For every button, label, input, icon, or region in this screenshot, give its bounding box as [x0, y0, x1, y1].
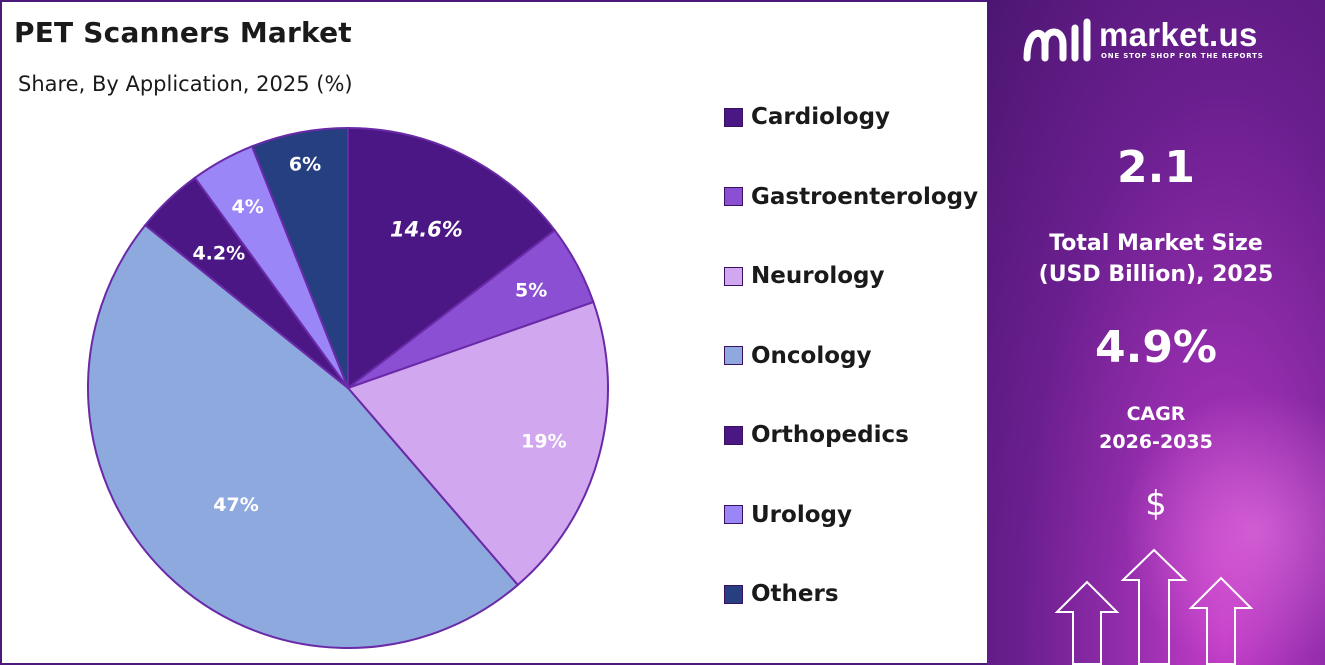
legend-swatch — [724, 425, 743, 445]
legend-label: Urology — [751, 501, 852, 528]
dollar-icon: $ — [1145, 484, 1167, 524]
legend-item-others: Others — [724, 577, 994, 611]
legend-label: Others — [751, 581, 839, 607]
data-label-oncology: 47% — [213, 494, 258, 516]
brand-logo: market.us — [1023, 18, 1258, 62]
brand-name: market.us — [1099, 16, 1258, 53]
legend-label: Oncology — [751, 342, 872, 369]
legend-swatch — [724, 107, 743, 127]
pie-slice-oncology — [87, 223, 520, 650]
market-us-logo-icon — [1023, 18, 1091, 62]
data-label-gastroenterology: 5% — [515, 279, 547, 301]
data-label-urology: 4% — [231, 196, 263, 218]
pie-chart: 14.6% 5% 19% 47% 4.2% 4% 6% — [87, 126, 609, 650]
legend-label: Gastroenterology — [751, 183, 979, 210]
market-size-value: 2.1 — [1117, 142, 1195, 193]
pie-slice-others — [250, 126, 349, 389]
cagr-label-line1: CAGR — [1126, 403, 1186, 425]
cagr-label-line2: 2026-2035 — [1099, 431, 1213, 453]
data-label-neurology: 19% — [521, 430, 566, 452]
growth-arrows-icon — [1054, 548, 1254, 665]
legend-label: Orthopedics — [751, 422, 909, 448]
legend-item-urology: Urology — [724, 498, 994, 532]
data-label-orthopedics: 4.2% — [192, 243, 245, 265]
chart-subtitle: Share, By Application, 2025 (%) — [18, 72, 353, 96]
brand-tagline: ONE STOP SHOP FOR THE REPORTS — [1101, 52, 1264, 60]
legend-swatch — [724, 584, 743, 604]
chart-panel: PET Scanners Market Share, By Applicatio… — [0, 0, 987, 665]
legend-label: Neurology — [751, 263, 885, 289]
pie-slice-cardiology — [347, 126, 557, 391]
legend-item-oncology: Oncology — [724, 339, 994, 373]
pie-slice-neurology — [346, 300, 609, 587]
legend-swatch — [724, 187, 743, 206]
data-label-cardiology: 14.6% — [390, 218, 463, 242]
legend-item-orthopedics: Orthopedics — [724, 418, 994, 452]
legend-item-gastroenterology: Gastroenterology — [724, 180, 994, 214]
legend-label: Cardiology — [751, 104, 891, 130]
cagr-value: 4.9% — [1094, 322, 1218, 373]
legend-item-neurology: Neurology — [724, 259, 994, 293]
market-size-label: Total Market Size (USD Billion), 2025 — [987, 228, 1325, 290]
legend-swatch — [724, 505, 743, 524]
legend-swatch — [724, 266, 743, 286]
legend-item-cardiology: Cardiology — [724, 100, 994, 134]
cagr-label: CAGR 2026-2035 — [987, 400, 1325, 456]
summary-panel: market.us ONE STOP SHOP FOR THE REPORTS … — [987, 0, 1325, 665]
data-label-others: 6% — [289, 153, 321, 175]
market-size-label-line2: (USD Billion), 2025 — [1038, 262, 1274, 287]
legend-swatch — [724, 346, 743, 365]
chart-title: PET Scanners Market — [14, 16, 352, 49]
market-size-label-line1: Total Market Size — [1049, 231, 1263, 256]
